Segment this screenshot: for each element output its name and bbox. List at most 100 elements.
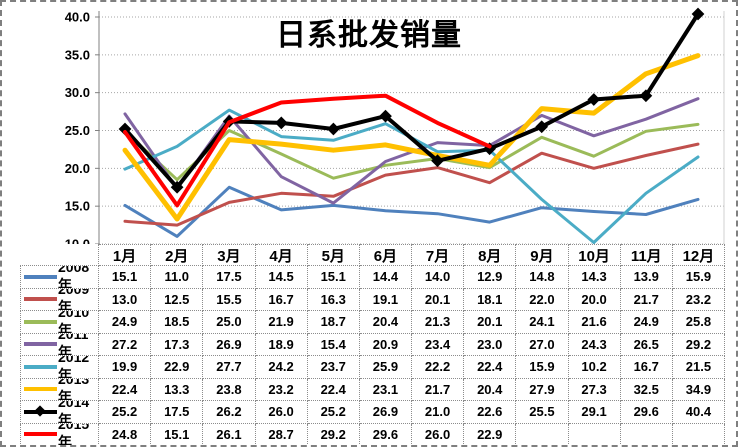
y-axis-tick-label: 15.0 — [65, 199, 90, 214]
series-marker-diamond — [327, 122, 340, 136]
value-cell: 27.9 — [516, 378, 569, 401]
legend-label: 2015年 — [58, 423, 90, 446]
value-cell: 20.0 — [568, 288, 621, 311]
value-cell — [568, 423, 621, 445]
value-cell: 24.2 — [255, 356, 308, 379]
value-cell: 10.2 — [568, 356, 621, 379]
value-cell: 22.4 — [99, 378, 152, 401]
value-cell: 17.5 — [203, 266, 256, 289]
value-cell: 23.7 — [307, 356, 360, 379]
value-cell: 22.6 — [464, 401, 517, 424]
value-cell: 21.6 — [568, 311, 621, 334]
value-cell: 19.9 — [99, 356, 152, 379]
value-cell: 25.0 — [203, 311, 256, 334]
value-cell: 27.7 — [203, 356, 256, 379]
value-cell: 21.7 — [412, 378, 465, 401]
value-cell: 24.8 — [99, 423, 152, 445]
month-header: 3月 — [203, 244, 256, 266]
value-cell: 16.3 — [307, 288, 360, 311]
series-marker-diamond — [379, 109, 392, 123]
value-cell: 29.1 — [568, 401, 621, 424]
y-axis-tick-label: 40.0 — [65, 10, 90, 25]
value-cell: 14.8 — [516, 266, 569, 289]
value-cell — [672, 423, 725, 445]
value-cell: 19.1 — [359, 288, 412, 311]
month-header: 6月 — [359, 244, 412, 266]
y-axis-tick-label: 35.0 — [65, 47, 90, 62]
value-cell: 34.9 — [672, 378, 725, 401]
value-cell: 29.2 — [307, 423, 360, 445]
value-cell: 32.5 — [620, 378, 673, 401]
value-cell: 25.2 — [99, 401, 152, 424]
month-header: 12月 — [672, 244, 725, 266]
month-header: 7月 — [412, 244, 465, 266]
legend-label: 2013年 — [58, 378, 90, 401]
month-header: 10月 — [568, 244, 621, 266]
series-line-2013年[interactable] — [122, 53, 701, 222]
value-cell: 15.4 — [307, 333, 360, 356]
y-axis-tick-label: 30.0 — [65, 85, 90, 100]
value-cell: 12.9 — [464, 266, 517, 289]
value-cell: 11.0 — [151, 266, 204, 289]
legend-item-2009年[interactable]: 2009年 — [20, 288, 99, 311]
series-line-2009年[interactable] — [123, 142, 700, 227]
value-cell: 20.4 — [464, 378, 517, 401]
month-header: 11月 — [620, 244, 673, 266]
legend-label: 2009年 — [58, 288, 90, 311]
value-cell: 21.0 — [412, 401, 465, 424]
value-cell — [620, 423, 673, 445]
value-cell: 18.5 — [151, 311, 204, 334]
value-cell: 27.3 — [568, 378, 621, 401]
value-cell: 17.5 — [151, 401, 204, 424]
legend-key-swatch — [24, 274, 57, 279]
legend-label: 2012年 — [58, 356, 90, 379]
value-cell: 23.2 — [672, 288, 725, 311]
value-cell: 26.5 — [620, 333, 673, 356]
value-cell: 22.9 — [464, 423, 517, 445]
series-line-2015年[interactable] — [123, 93, 492, 208]
month-header: 5月 — [307, 244, 360, 266]
line-chart-plot-area: 40.0 35.0 30.0 25.0 20.0 15.0 10.0 — [65, 7, 725, 244]
legend-item-2015年[interactable]: 2015年 — [20, 423, 99, 446]
value-cell: 20.4 — [359, 311, 412, 334]
value-cell: 26.0 — [255, 401, 308, 424]
value-cell: 14.3 — [568, 266, 621, 289]
value-cell: 23.8 — [203, 378, 256, 401]
legend-item-2012年[interactable]: 2012年 — [20, 356, 99, 379]
value-cell: 17.3 — [151, 333, 204, 356]
legend-key-swatch — [24, 297, 57, 302]
legend-item-2010年[interactable]: 2010年 — [20, 311, 99, 334]
value-cell: 26.0 — [412, 423, 465, 445]
value-cell: 24.9 — [620, 311, 673, 334]
value-cell: 21.3 — [412, 311, 465, 334]
value-cell: 22.4 — [464, 356, 517, 379]
value-cell: 15.1 — [307, 266, 360, 289]
value-cell: 12.5 — [151, 288, 204, 311]
value-cell: 23.0 — [464, 333, 517, 356]
month-header: 2月 — [151, 244, 204, 266]
legend-item-2011年[interactable]: 2011年 — [20, 333, 99, 356]
month-header: 4月 — [255, 244, 308, 266]
y-axis-tick-label: 25.0 — [65, 123, 90, 138]
value-cell: 29.2 — [672, 333, 725, 356]
legend-key-swatch — [24, 342, 57, 347]
series-marker-diamond — [170, 180, 184, 194]
value-cell: 15.9 — [672, 266, 725, 289]
value-cell: 22.4 — [307, 378, 360, 401]
value-cell: 40.4 — [672, 401, 725, 424]
value-cell: 16.7 — [620, 356, 673, 379]
series-line-2008年[interactable] — [123, 185, 700, 238]
value-cell: 25.2 — [307, 401, 360, 424]
value-cell: 13.9 — [620, 266, 673, 289]
series-marker-diamond — [274, 116, 288, 130]
value-cell: 27.2 — [99, 333, 152, 356]
legend-item-2008年[interactable]: 2008年 — [20, 266, 99, 289]
legend-item-2014年[interactable]: 2014年 — [20, 401, 99, 424]
legend-item-2013年[interactable]: 2013年 — [20, 378, 99, 401]
value-cell: 23.2 — [255, 378, 308, 401]
value-cell: 24.9 — [99, 311, 152, 334]
value-cell: 21.9 — [255, 311, 308, 334]
legend-label: 2011年 — [58, 333, 89, 356]
value-cell: 14.5 — [255, 266, 308, 289]
